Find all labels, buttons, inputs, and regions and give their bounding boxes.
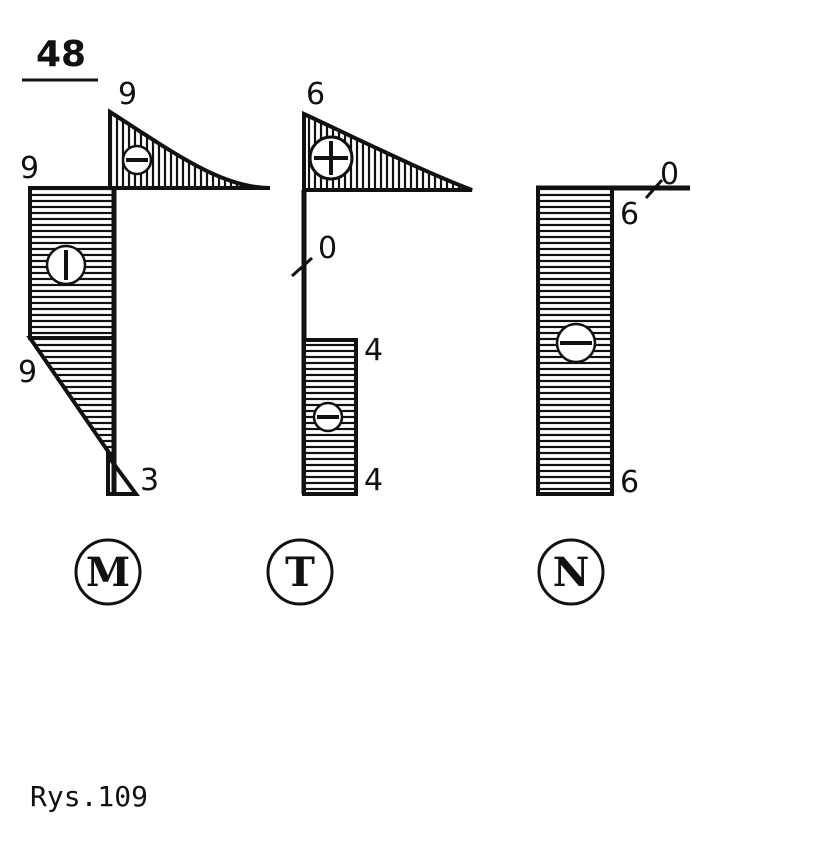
n-rect-label-bottom: 6 <box>620 465 639 500</box>
figure-number: 48 <box>22 34 98 82</box>
m-label-left-upper: 9 <box>20 151 39 186</box>
diagram-n: 0 6 6 N <box>536 157 690 606</box>
t-zero-label: 0 <box>318 231 337 266</box>
n-rect-label-top: 6 <box>620 197 639 232</box>
diagram-m: 9 9 9 3 M <box>18 77 271 606</box>
diagram-t: 0 4 4 6 T <box>266 77 473 606</box>
m-label-top: 9 <box>118 77 137 112</box>
t-rect-label-top: 4 <box>364 333 383 368</box>
n-label-circle <box>537 538 605 606</box>
n-zero-label: 0 <box>660 157 679 192</box>
m-label-circle <box>74 538 142 606</box>
figure-caption: Rys.109 <box>30 780 148 813</box>
m-circle-letter: M <box>86 549 130 596</box>
m-label-left-lower: 9 <box>18 355 37 390</box>
n-circle-letter: N <box>553 549 590 596</box>
t-label-circle <box>266 538 334 606</box>
t-rect-label-bottom: 4 <box>364 463 383 498</box>
m-lower-triangle <box>26 336 116 467</box>
n-zero-tick <box>644 179 664 199</box>
t-zero-tick <box>290 256 314 278</box>
figure-number-text: 48 <box>36 34 86 75</box>
t-circle-letter: T <box>285 549 315 596</box>
t-label-top: 6 <box>306 77 325 112</box>
m-top-triangle <box>108 108 271 190</box>
m-label-bottom: 3 <box>140 463 159 498</box>
